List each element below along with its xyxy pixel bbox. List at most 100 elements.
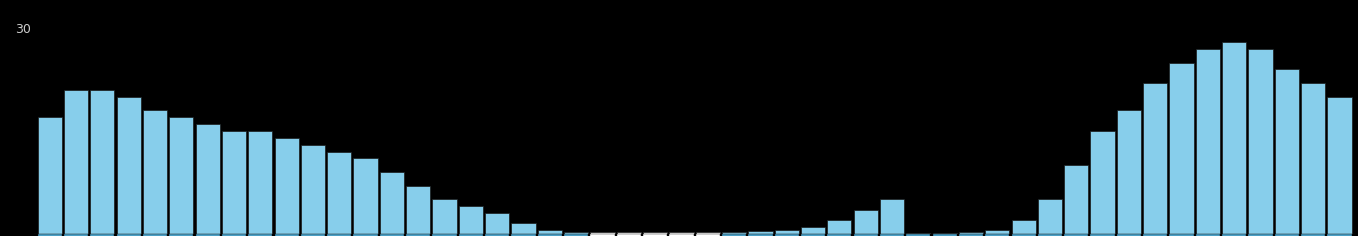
Bar bbox=[880, 199, 904, 234]
Bar bbox=[1116, 234, 1141, 236]
Bar bbox=[406, 186, 430, 234]
Bar bbox=[801, 234, 826, 236]
Bar bbox=[249, 234, 273, 236]
Bar bbox=[170, 234, 193, 236]
Bar bbox=[774, 230, 799, 234]
Bar bbox=[432, 234, 456, 236]
Bar bbox=[669, 234, 694, 236]
Bar bbox=[459, 206, 483, 234]
Bar bbox=[564, 232, 588, 234]
Bar bbox=[327, 234, 352, 236]
Bar bbox=[617, 232, 641, 234]
Bar bbox=[985, 230, 1009, 234]
Bar bbox=[432, 199, 456, 234]
Bar bbox=[1065, 234, 1088, 236]
Bar bbox=[933, 234, 957, 236]
Bar bbox=[933, 233, 957, 234]
Bar bbox=[170, 117, 193, 234]
Bar bbox=[196, 234, 220, 236]
Bar bbox=[1275, 69, 1300, 234]
Bar bbox=[459, 234, 483, 236]
Bar bbox=[538, 234, 562, 236]
Bar bbox=[64, 90, 88, 234]
Bar bbox=[1090, 131, 1115, 234]
Bar bbox=[327, 152, 352, 234]
Bar bbox=[1012, 234, 1036, 236]
Bar bbox=[722, 234, 746, 236]
Bar bbox=[959, 232, 983, 234]
Bar bbox=[1065, 165, 1088, 234]
Bar bbox=[406, 234, 430, 236]
Bar bbox=[774, 234, 799, 236]
Bar bbox=[380, 234, 405, 236]
Bar bbox=[669, 232, 694, 234]
Bar bbox=[538, 230, 562, 234]
Bar bbox=[64, 234, 88, 236]
Bar bbox=[380, 172, 405, 234]
Bar bbox=[1222, 42, 1247, 234]
Bar bbox=[827, 220, 851, 234]
Bar bbox=[38, 234, 62, 236]
Bar bbox=[1327, 234, 1351, 236]
Bar bbox=[512, 223, 535, 234]
Bar bbox=[644, 232, 667, 234]
Bar bbox=[1169, 63, 1194, 234]
Bar bbox=[301, 234, 325, 236]
Bar bbox=[1327, 97, 1351, 234]
Bar bbox=[1116, 110, 1141, 234]
Bar bbox=[722, 232, 746, 234]
Bar bbox=[854, 210, 877, 234]
Bar bbox=[1301, 234, 1325, 236]
Bar bbox=[512, 234, 535, 236]
Bar bbox=[38, 117, 62, 234]
Bar bbox=[1143, 234, 1168, 236]
Bar bbox=[644, 234, 667, 236]
Bar bbox=[117, 234, 141, 236]
Bar bbox=[591, 232, 615, 234]
Bar bbox=[143, 110, 167, 234]
Bar bbox=[906, 234, 930, 236]
Bar bbox=[196, 124, 220, 234]
Bar bbox=[1222, 234, 1247, 236]
Bar bbox=[591, 234, 615, 236]
Bar bbox=[90, 90, 114, 234]
Bar bbox=[1196, 49, 1219, 234]
Bar bbox=[353, 158, 378, 234]
Bar bbox=[1196, 234, 1219, 236]
Bar bbox=[827, 234, 851, 236]
Bar bbox=[301, 145, 325, 234]
Bar bbox=[221, 234, 246, 236]
Bar bbox=[1012, 220, 1036, 234]
Bar bbox=[1090, 234, 1115, 236]
Bar bbox=[143, 234, 167, 236]
Bar bbox=[880, 234, 904, 236]
Bar bbox=[485, 234, 509, 236]
Bar bbox=[1143, 83, 1168, 234]
Bar bbox=[274, 234, 299, 236]
Bar bbox=[485, 213, 509, 234]
Bar bbox=[959, 234, 983, 236]
Bar bbox=[1301, 83, 1325, 234]
Bar bbox=[1038, 199, 1062, 234]
Bar bbox=[985, 234, 1009, 236]
Bar bbox=[221, 131, 246, 234]
Bar bbox=[854, 234, 877, 236]
Bar bbox=[1248, 234, 1272, 236]
Bar bbox=[90, 234, 114, 236]
Bar bbox=[617, 234, 641, 236]
Bar bbox=[1275, 234, 1300, 236]
Bar bbox=[748, 234, 773, 236]
Bar bbox=[117, 97, 141, 234]
Bar bbox=[906, 233, 930, 234]
Bar bbox=[695, 234, 720, 236]
Bar bbox=[564, 234, 588, 236]
Bar bbox=[249, 131, 273, 234]
Bar bbox=[695, 232, 720, 234]
Bar bbox=[1248, 49, 1272, 234]
Bar bbox=[801, 227, 826, 234]
Bar bbox=[1038, 234, 1062, 236]
Bar bbox=[353, 234, 378, 236]
Bar bbox=[274, 138, 299, 234]
Bar bbox=[1169, 234, 1194, 236]
Bar bbox=[748, 231, 773, 234]
